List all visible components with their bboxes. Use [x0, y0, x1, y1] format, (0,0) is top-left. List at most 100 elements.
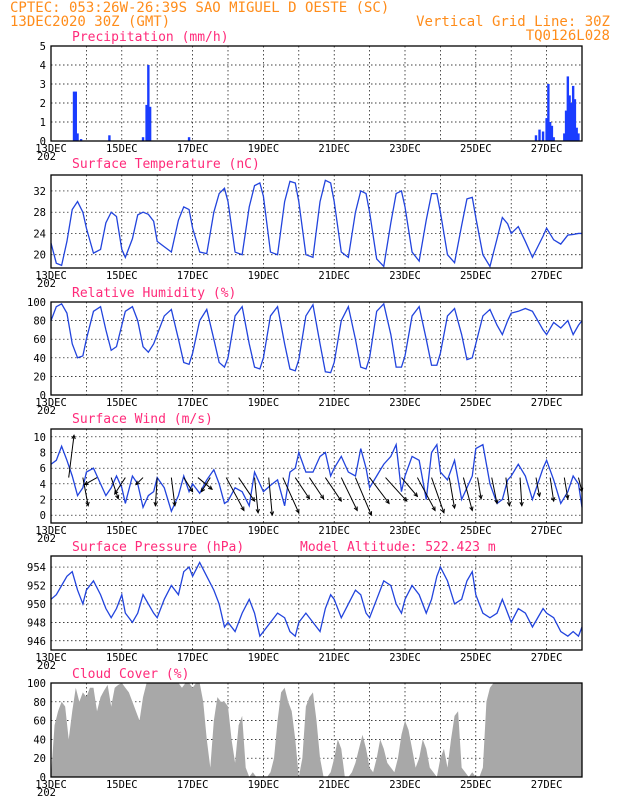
wind-ytick-label: 2: [40, 495, 46, 507]
humidity-ytick-label: 100: [27, 297, 46, 309]
humidity-ytick-label: 80: [33, 316, 46, 328]
precip-bar: [568, 95, 571, 141]
wind-xtick-label: 21DEC: [318, 525, 350, 537]
cloud-xtick-label: 27DEC: [531, 779, 563, 791]
humidity-xtick-label: 25DEC: [460, 397, 492, 409]
humidity-year-label: 202: [37, 405, 56, 417]
precip-bar: [566, 76, 570, 141]
wind-arrow: [549, 477, 555, 502]
precip-panel-frame: [50, 45, 583, 142]
pressure-ytick-label: 954: [27, 562, 46, 574]
wind-arrow-head: [368, 511, 373, 517]
header-model-id: TQ0126L028: [526, 28, 610, 44]
wind-arrow: [201, 477, 211, 492]
wind-arrow: [491, 477, 498, 504]
wind-arrow: [431, 477, 445, 513]
precip-bar: [108, 135, 111, 141]
pressure-xtick-label: 19DEC: [248, 652, 280, 664]
wind-arrow: [354, 477, 372, 516]
wind-arrow-head: [255, 508, 260, 514]
precip-ytick-label: 4: [40, 60, 46, 72]
pressure-ytick-label: 948: [27, 617, 46, 629]
wind-ytick-label: 0: [40, 510, 46, 522]
precip-bar: [547, 84, 550, 141]
precip-bar: [72, 91, 76, 141]
precip-bar: [563, 133, 566, 141]
humidity-series-line: [50, 302, 583, 374]
wind-ytick-label: 4: [40, 479, 46, 491]
humidity-xtick-label: 23DEC: [389, 397, 421, 409]
cloud-ytick-label: 0: [40, 772, 46, 784]
wind-arrow-head: [353, 506, 358, 512]
wind-arrow-head: [536, 492, 542, 498]
wind-arrow: [535, 477, 541, 497]
temperature-xtick-label: 25DEC: [460, 270, 492, 282]
wind-xtick-label: 13DEC: [35, 525, 67, 537]
wind-arrow-head: [85, 501, 90, 507]
wind-arrow: [197, 477, 213, 490]
wind-arrow: [154, 477, 158, 506]
temperature-xtick-label: 19DEC: [248, 270, 280, 282]
pressure-xtick-label: 21DEC: [318, 652, 350, 664]
precip-bar: [76, 133, 79, 141]
wind-arrow: [268, 477, 273, 516]
wind-arrow: [225, 477, 245, 511]
wind-arrow: [282, 477, 300, 514]
humidity-ytick-label: 40: [33, 353, 46, 365]
temperature-xtick-label: 27DEC: [531, 270, 563, 282]
precip-bar: [145, 104, 148, 141]
humidity-xtick-label: 13DEC: [35, 397, 67, 409]
wind-xtick-label: 19DEC: [248, 525, 280, 537]
panel-title-wind: Surface Wind (m/s): [72, 412, 213, 427]
wind-arrow: [519, 477, 523, 506]
wind-arrow-head: [172, 501, 177, 507]
humidity-xtick-label: 27DEC: [531, 397, 563, 409]
humidity-xtick-label: 17DEC: [177, 397, 209, 409]
cloud-xtick-label: 15DEC: [106, 779, 138, 791]
wind-series-line: [50, 442, 583, 514]
panel-title-cloud-cover: Cloud Cover (%): [72, 667, 189, 682]
wind-arrow-head: [337, 497, 342, 503]
wind-arrow-head: [440, 508, 445, 514]
pressure-xtick-label: 13DEC: [35, 652, 67, 664]
pressure-xtick-label: 27DEC: [531, 652, 563, 664]
wind-arrow-head: [402, 497, 408, 502]
temperature-series-line: [50, 179, 582, 269]
precip-bar: [552, 137, 555, 141]
wind-arrow: [254, 477, 259, 513]
wind-arrow: [82, 477, 89, 506]
wind-arrow: [340, 477, 358, 511]
panel-title-temperature: Surface Temperature (nC): [72, 157, 260, 172]
wind-arrow-head: [494, 499, 499, 505]
pressure-year-label: 202: [37, 660, 56, 672]
panel-title-pressure: Surface Pressure (hPa): [72, 540, 244, 555]
precip-bar: [147, 65, 150, 141]
cloud-cover-area: [51, 683, 582, 777]
precip-bar: [79, 139, 83, 141]
wind-arrow-head: [269, 511, 275, 517]
wind-arrow-head: [188, 487, 194, 493]
temperature-panel-frame: [50, 174, 583, 269]
precip-xtick-label: 25DEC: [460, 143, 492, 155]
precip-ytick-label: 3: [40, 79, 46, 91]
cloud-xtick-label: 21DEC: [318, 779, 350, 791]
humidity-panel-frame: [50, 301, 583, 396]
wind-arrow-head: [153, 501, 158, 507]
wind-arrow: [294, 477, 310, 499]
wind-arrow-head: [385, 499, 390, 505]
precip-bar: [148, 106, 152, 141]
pressure-ytick-label: 952: [27, 580, 46, 592]
cloud-year-label: 202: [37, 787, 56, 799]
pressure-ytick-label: 946: [27, 636, 46, 648]
wind-ytick-label: 6: [40, 463, 46, 475]
wind-arrow: [238, 477, 255, 502]
wind-arrow-head: [319, 494, 325, 500]
pressure-xtick-label: 25DEC: [460, 652, 492, 664]
temperature-xtick-label: 21DEC: [318, 270, 350, 282]
wind-arrow: [448, 477, 456, 509]
precip-bar: [545, 118, 548, 141]
wind-arrow-head: [115, 494, 120, 500]
precip-xtick-label: 17DEC: [177, 143, 209, 155]
precip-bar: [571, 85, 575, 141]
